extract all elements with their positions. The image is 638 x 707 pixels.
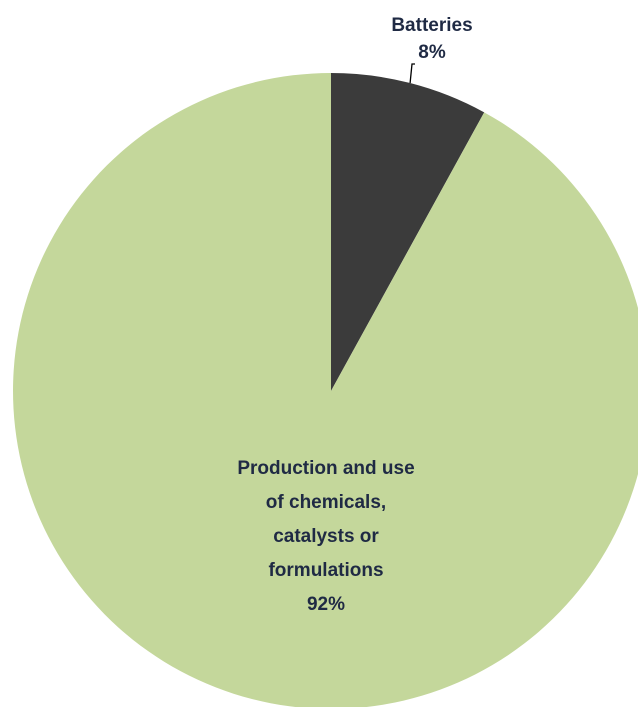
data-labels: Batteries 8% Production and use of chemical… (237, 15, 472, 615)
pie-slice-batteries (331, 73, 485, 391)
pie-slice-chemicals (13, 73, 638, 707)
leader-lines (409, 63, 415, 84)
slice-label-line: Production and use (237, 458, 414, 479)
data-label-chemicals: Production and use of chemicals, catalysts… (237, 458, 414, 615)
slice-label-line: catalysts or (273, 526, 379, 547)
slice-percent: 92% (307, 594, 345, 615)
slice-label-line: of chemicals, (266, 492, 386, 513)
pie-slices (13, 73, 638, 707)
slice-percent: 8% (418, 42, 446, 63)
slice-label-line: Batteries (391, 15, 472, 36)
slice-label-line: formulations (268, 560, 383, 581)
data-label-batteries: Batteries 8% (391, 15, 472, 63)
leader-line-batteries (409, 63, 415, 84)
